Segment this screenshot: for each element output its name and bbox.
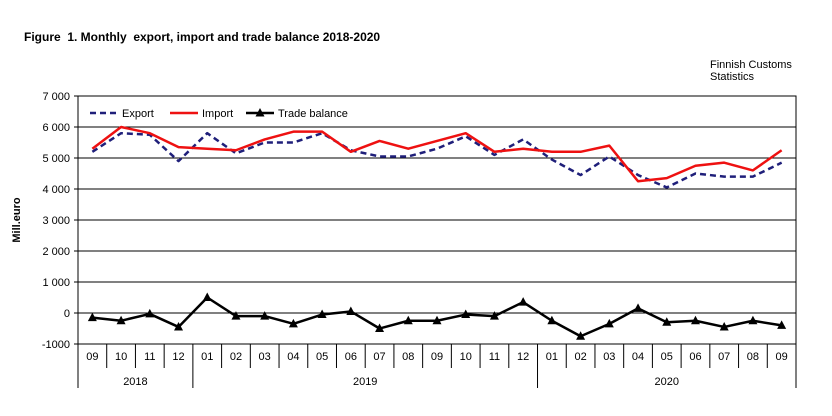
series-group bbox=[87, 125, 787, 340]
y-tick-label: 6 000 bbox=[42, 122, 70, 134]
series-trade-balance bbox=[87, 292, 787, 340]
legend-label: Trade balance bbox=[278, 108, 348, 120]
data-point bbox=[317, 309, 327, 319]
x-tick-label: 01 bbox=[201, 351, 213, 363]
x-tick-label: 01 bbox=[546, 351, 558, 363]
x-tick-label: 12 bbox=[172, 351, 184, 363]
y-tick-label: 3 000 bbox=[42, 215, 70, 227]
x-tick-label: 03 bbox=[603, 351, 615, 363]
data-point bbox=[116, 315, 126, 325]
data-point bbox=[461, 309, 471, 319]
y-tick-label: 7 000 bbox=[42, 91, 70, 103]
legend-item: Export bbox=[90, 108, 154, 120]
x-tick-label: 09 bbox=[776, 351, 788, 363]
x-tick-label: 02 bbox=[230, 351, 242, 363]
chart-title: Figure 1. Monthly export, import and tra… bbox=[24, 30, 381, 44]
series-line bbox=[91, 125, 783, 183]
x-tick-label: 04 bbox=[632, 351, 644, 363]
data-point bbox=[690, 315, 700, 325]
y-axis-label: Mill.euro bbox=[11, 197, 23, 243]
x-tick-label: 05 bbox=[661, 351, 673, 363]
y-tick-label: -1000 bbox=[42, 339, 70, 351]
data-point bbox=[489, 311, 499, 320]
y-tick-label: 4 000 bbox=[42, 184, 70, 196]
x-tick-label: 09 bbox=[431, 351, 443, 363]
x-tick-label: 12 bbox=[517, 351, 529, 363]
x-tick-label: 02 bbox=[574, 351, 586, 363]
year-label: 2020 bbox=[655, 376, 679, 388]
data-point bbox=[662, 317, 672, 326]
x-tick-label: 10 bbox=[460, 351, 472, 363]
data-point bbox=[346, 306, 356, 315]
legend-marker bbox=[255, 108, 265, 117]
y-tick-label: 0 bbox=[64, 308, 70, 320]
data-point bbox=[145, 308, 155, 318]
y-tick-label: 5 000 bbox=[42, 153, 70, 165]
legend-item: Trade balance bbox=[246, 108, 348, 120]
data-point bbox=[547, 315, 557, 325]
legend-label: Import bbox=[202, 108, 233, 120]
data-point bbox=[87, 312, 97, 322]
source-line-1: Finnish Customs bbox=[710, 59, 792, 71]
x-tick-label: 08 bbox=[402, 351, 414, 363]
data-point bbox=[202, 292, 212, 301]
data-point bbox=[432, 315, 442, 325]
x-tick-label: 07 bbox=[718, 351, 730, 363]
y-axis-ticks: -1000 0 1 000 2 000 3 000 4 000 5 000 6 000 7 00… bbox=[42, 91, 78, 351]
data-point bbox=[633, 303, 643, 312]
series-line bbox=[91, 131, 783, 189]
data-point bbox=[748, 315, 758, 325]
data-point bbox=[576, 331, 586, 340]
data-point bbox=[288, 318, 298, 328]
legend: Export Import Trade balance bbox=[90, 108, 348, 120]
source-note: Finnish Customs Statistics bbox=[710, 59, 820, 83]
data-point bbox=[375, 323, 385, 332]
legend-item: Import bbox=[170, 108, 233, 120]
x-tick-label: 07 bbox=[373, 351, 385, 363]
x-tick-label: 06 bbox=[689, 351, 701, 363]
x-tick-label: 11 bbox=[144, 351, 155, 363]
data-point bbox=[518, 297, 528, 306]
x-axis: 09 10 11 12 01 02 03 04 05 06 07 08 09 10 11 12 01 02 03 04… bbox=[77, 344, 797, 388]
x-tick-label: 11 bbox=[489, 351, 500, 363]
data-point bbox=[174, 321, 184, 331]
y-tick-label: 2 000 bbox=[42, 246, 70, 258]
x-tick-label: 05 bbox=[316, 351, 328, 363]
data-point bbox=[403, 315, 413, 325]
data-point bbox=[260, 311, 270, 320]
series-export bbox=[91, 131, 783, 189]
series-import bbox=[91, 125, 783, 183]
data-point bbox=[604, 318, 614, 328]
data-point bbox=[777, 320, 787, 329]
gridlines bbox=[78, 95, 796, 345]
x-tick-label: 08 bbox=[747, 351, 759, 363]
x-tick-label: 09 bbox=[86, 351, 98, 363]
x-tick-label: 04 bbox=[287, 351, 299, 363]
source-line-2: Statistics bbox=[710, 71, 755, 83]
legend-label: Export bbox=[122, 108, 154, 120]
data-point bbox=[719, 321, 729, 331]
year-label: 2019 bbox=[353, 376, 377, 388]
year-label: 2018 bbox=[123, 376, 147, 388]
x-tick-label: 03 bbox=[259, 351, 271, 363]
x-tick-label: 06 bbox=[345, 351, 357, 363]
y-tick-label: 1 000 bbox=[42, 277, 70, 289]
data-point bbox=[231, 311, 241, 320]
x-tick-label: 10 bbox=[115, 351, 127, 363]
